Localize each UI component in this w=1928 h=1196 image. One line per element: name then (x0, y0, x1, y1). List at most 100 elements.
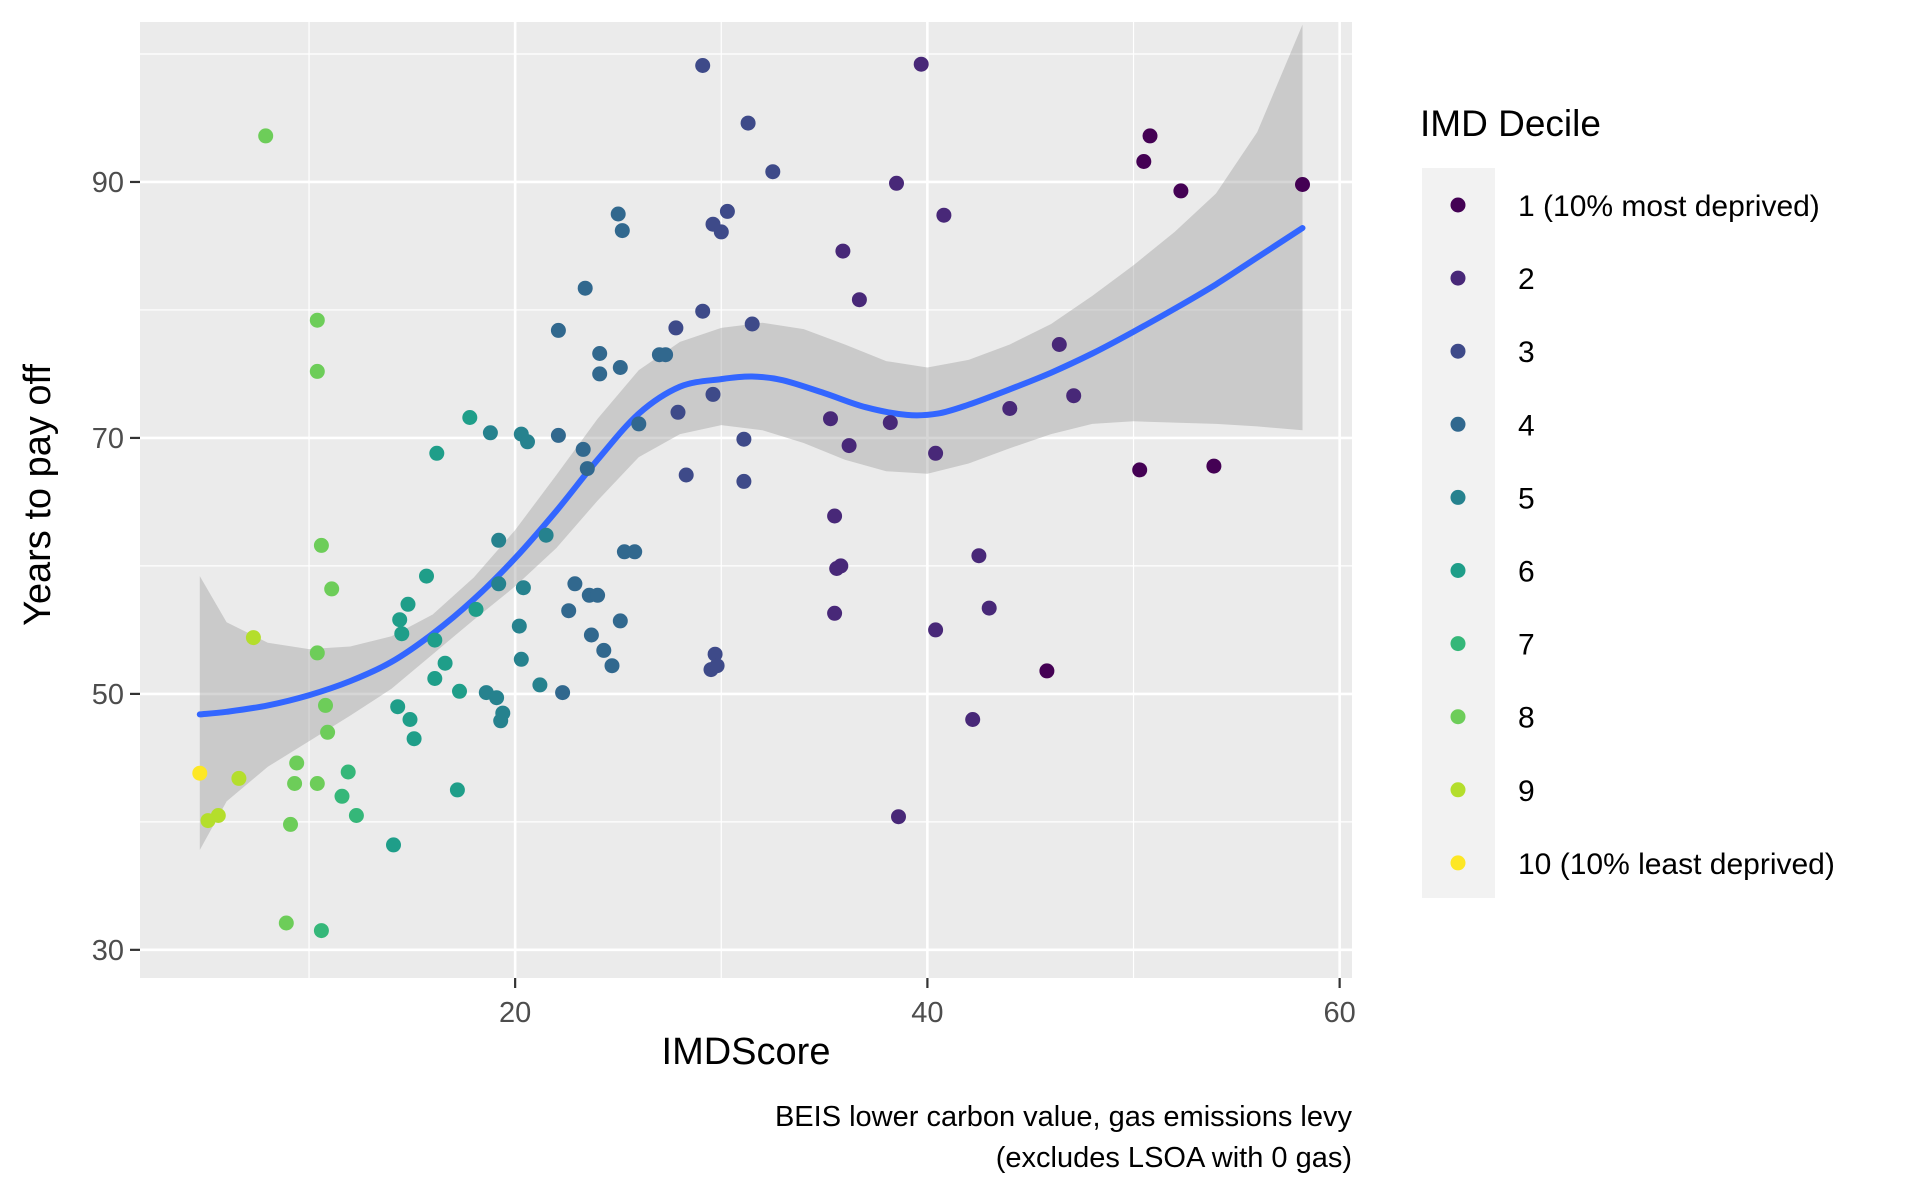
point-decile-7 (334, 788, 350, 804)
point-decile-6 (429, 445, 445, 461)
point-decile-6 (402, 712, 418, 727)
data-points (192, 56, 1310, 939)
point-decile-8 (258, 128, 274, 144)
point-decile-5 (538, 527, 554, 543)
point-decile-3 (765, 164, 781, 180)
point-decile-3 (709, 658, 725, 674)
point-decile-2 (936, 207, 952, 223)
point-decile-2 (891, 809, 906, 825)
point-decile-8 (309, 363, 325, 379)
point-decile-6 (392, 612, 408, 628)
point-decile-6 (419, 568, 434, 584)
point-decile-3 (705, 386, 721, 402)
point-decile-6 (427, 671, 443, 686)
legend-label-6: 6 (1518, 556, 1535, 589)
point-decile-6 (427, 632, 443, 648)
point-decile-8 (289, 755, 305, 771)
point-decile-1 (1039, 663, 1055, 679)
point-decile-5 (532, 677, 548, 693)
point-decile-8 (318, 697, 333, 713)
point-decile-4 (592, 346, 608, 361)
point-decile-3 (695, 58, 711, 73)
point-decile-8 (309, 645, 325, 661)
point-decile-3 (668, 320, 684, 336)
point-decile-5 (511, 618, 527, 634)
point-decile-2 (841, 438, 857, 454)
point-decile-4 (596, 642, 612, 658)
point-decile-6 (462, 410, 478, 425)
point-decile-4 (579, 461, 595, 477)
point-decile-3 (670, 404, 686, 420)
point-decile-2 (1066, 388, 1082, 404)
point-decile-4 (592, 366, 608, 382)
legend-label-8: 8 (1518, 702, 1535, 735)
point-decile-4 (612, 613, 628, 629)
point-decile-1 (1295, 177, 1310, 192)
point-decile-4 (631, 416, 647, 432)
legend-swatch-5 (1450, 489, 1466, 505)
point-decile-8 (320, 724, 336, 740)
point-decile-4 (577, 280, 593, 296)
y-tick-label: 30 (92, 935, 124, 967)
point-decile-4 (555, 685, 571, 701)
point-decile-2 (823, 411, 838, 427)
plot-panel (140, 22, 1352, 978)
y-axis: 30 50 70 90 (92, 167, 140, 967)
point-decile-4 (590, 587, 606, 603)
legend-label-5: 5 (1518, 482, 1535, 515)
legend-entries: 1 (10% most deprived) 2 3 4 5 6 7 8 9 10 (10% lea… (1450, 190, 1835, 881)
point-decile-4 (550, 322, 566, 338)
point-decile-2 (928, 622, 944, 638)
point-decile-6 (437, 655, 453, 671)
point-decile-5 (482, 425, 498, 441)
legend-key-background (1422, 168, 1495, 898)
grid-major (140, 22, 1352, 978)
point-decile-5 (491, 576, 507, 592)
legend-label-7: 7 (1518, 629, 1535, 662)
point-decile-2 (1051, 337, 1067, 352)
point-decile-6 (386, 837, 401, 853)
legend-label-2: 2 (1518, 263, 1535, 296)
point-decile-6 (406, 731, 422, 747)
point-decile-2 (882, 415, 898, 431)
legend-label-10: 10 (10% least deprived) (1518, 848, 1835, 881)
point-decile-8 (324, 581, 340, 597)
x-axis-title: IMDScore (662, 1031, 831, 1073)
point-decile-8 (309, 312, 325, 328)
point-decile-4 (658, 347, 674, 363)
point-decile-1 (1132, 462, 1148, 478)
point-decile-4 (561, 603, 577, 619)
y-tick-label: 90 (92, 167, 124, 199)
legend-swatch-9 (1450, 782, 1466, 798)
legend-title: IMD Decile (1420, 103, 1601, 144)
point-decile-3 (740, 115, 756, 131)
legend-swatch-10 (1450, 855, 1466, 871)
point-decile-4 (550, 427, 566, 443)
legend-swatch-6 (1450, 563, 1466, 578)
point-decile-4 (612, 360, 628, 375)
point-decile-2 (827, 605, 843, 621)
legend-label-3: 3 (1518, 336, 1535, 369)
legend-label-9: 9 (1518, 775, 1535, 808)
point-decile-6 (452, 683, 467, 699)
y-tick-label: 50 (92, 679, 124, 711)
point-decile-4 (616, 544, 632, 560)
point-decile-1 (1142, 128, 1158, 144)
point-decile-9 (200, 813, 216, 829)
caption-line-1: BEIS lower carbon value, gas emissions l… (775, 1101, 1353, 1133)
point-decile-4 (575, 441, 591, 457)
point-decile-7 (348, 808, 364, 823)
legend: IMD Decile 1 (10% most deprived) 2 3 4 5 6 7 8 9… (1420, 103, 1835, 898)
point-decile-2 (981, 600, 997, 616)
point-decile-10 (192, 765, 208, 781)
point-decile-2 (928, 445, 944, 461)
point-decile-9 (231, 770, 247, 786)
point-decile-3 (695, 303, 711, 319)
point-decile-5 (491, 532, 507, 548)
point-decile-8 (278, 915, 294, 931)
point-decile-3 (678, 467, 694, 483)
legend-label-1: 1 (10% most deprived) (1518, 190, 1820, 223)
legend-swatch-7 (1450, 636, 1466, 652)
point-decile-3 (719, 203, 735, 219)
